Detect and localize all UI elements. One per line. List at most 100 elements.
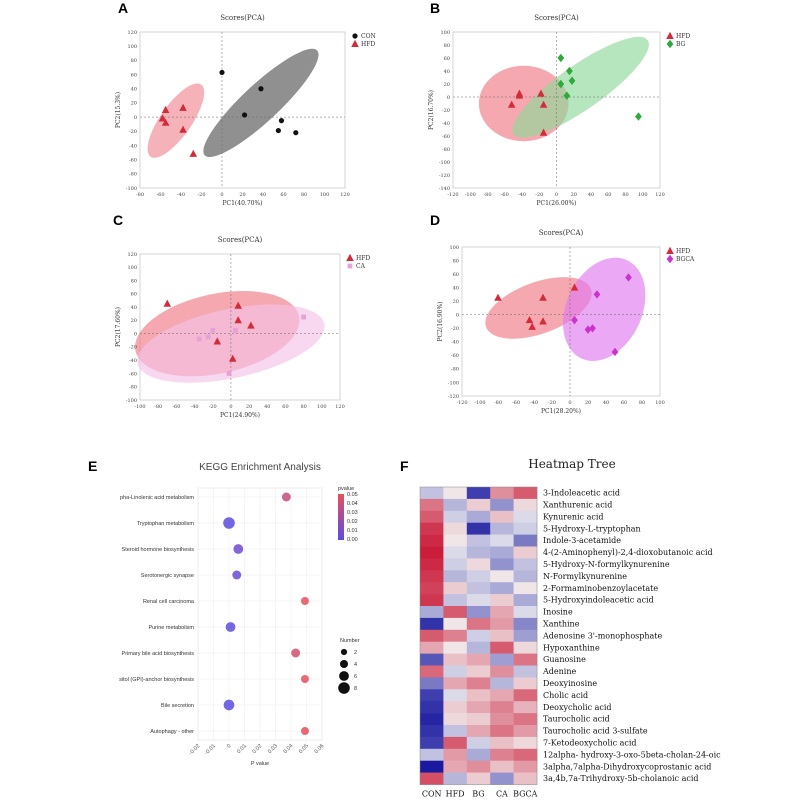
heatmap-cell-r22-c3	[490, 748, 514, 761]
heatmap-cell-r15-c0	[420, 665, 444, 678]
heatmap-cell-r20-c4	[513, 725, 538, 738]
kegg-dot-2	[233, 544, 244, 554]
pca-b-xtick: 100	[638, 192, 648, 198]
heatmap-cell-r11-c3	[490, 617, 514, 631]
kegg-label-8: Bile secretion	[161, 703, 194, 709]
heatmap-cell-r10-c0	[420, 606, 444, 619]
pca-d-xtick: -40	[530, 400, 538, 406]
pca-a-ytick: 60	[131, 72, 137, 78]
pca-d-point-bgca-2	[571, 315, 578, 325]
pca-b-xtick: -120	[447, 192, 458, 198]
pca-b-xtick: 60	[605, 192, 611, 198]
kegg-colorbar-tick-0: 0.05	[347, 492, 358, 498]
heatmap-cell-r18-c2	[466, 701, 491, 714]
heatmap-cell-r9-c0	[420, 594, 444, 607]
heatmap-cell-r21-c0	[420, 736, 444, 750]
pca-c-point-ca-5	[196, 336, 202, 342]
heatmap-cell-r24-c3	[490, 772, 514, 785]
pca-d-point-hfd-5	[570, 283, 579, 291]
heatmap-cell-r15-c1	[443, 665, 468, 678]
heatmap-cell-r11-c0	[420, 617, 444, 631]
heatmap-cell-r6-c3	[490, 558, 514, 571]
heatmap-cell-r22-c2	[466, 748, 491, 761]
heatmap-cell-r20-c2	[466, 725, 491, 738]
heatmap-cell-r13-c3	[490, 641, 514, 654]
pca-c-point-hfd-4	[213, 337, 222, 345]
pca-a-ytick: 40	[131, 87, 137, 93]
pca-b-point-bg-2	[557, 79, 565, 89]
kegg-xtick: 0.02	[252, 743, 264, 755]
heatmap-cell-r13-c0	[420, 641, 444, 654]
pca-b-ytick: -100	[439, 160, 450, 166]
pca-b-xlabel: PC1(26.00%)	[536, 200, 576, 207]
heatmap-cell-r0-c3	[490, 487, 514, 500]
pca-b-point-bg-4	[563, 91, 571, 100]
heatmap-cell-r0-c1	[443, 487, 468, 500]
pca-b-point-bg-5	[635, 112, 642, 121]
kegg-label-7: sitol (GPI)-anchor biosynthesis	[119, 677, 194, 683]
pca-d-xtick: 80	[639, 400, 645, 406]
pca-d-legend-marker-hfd	[666, 246, 674, 254]
pca-d-ytick: -120	[448, 394, 459, 400]
pca-d-ytick: 0	[456, 313, 459, 319]
heatmap-cell-r4-c3	[490, 534, 514, 547]
heatmap-row-label-18: Deoxycholic acid	[543, 703, 612, 712]
heatmap-cell-r3-c0	[420, 522, 444, 535]
pca-b-xtick: -80	[483, 192, 491, 198]
pca-d-xtick: 40	[603, 400, 609, 406]
heatmap-cell-r2-c0	[420, 510, 444, 523]
pca-d-ytick: -60	[451, 353, 459, 359]
pca-c-ytick: 100	[127, 265, 137, 271]
pca-a-xtick: 20	[239, 192, 245, 198]
pca-b-xtick: -40	[518, 192, 526, 198]
heatmap-row-label-22: 12alpha- hydroxy-3-oxo-5beta-cholan-24-o…	[543, 750, 721, 759]
pca-c-ytick: 0	[134, 331, 137, 337]
kegg-xtick: 0.01	[236, 743, 248, 755]
pca-b-legend-marker-bg	[666, 39, 674, 49]
pca-a-xtick: -80	[136, 192, 144, 198]
heatmap-row-label-1: Xanthurenic acid	[543, 500, 612, 509]
kegg-colorbar-tick-4: 0.01	[347, 528, 358, 534]
pca-a-legend-label-con: CON	[361, 33, 376, 40]
pca-d-xtick: 60	[621, 400, 627, 406]
pca-a-title: Scores(PCA)	[220, 14, 265, 22]
heatmap-cell-r0-c4	[513, 487, 538, 500]
heatmap-cell-r22-c1	[443, 748, 468, 761]
heatmap-cell-r18-c0	[420, 701, 444, 714]
kegg-dot-6	[291, 648, 301, 658]
heatmap-cell-r22-c0	[420, 748, 444, 761]
pca-c-ytick: -60	[129, 371, 137, 377]
heatmap-cell-r9-c1	[443, 594, 468, 607]
pca-d-xtick: -80	[494, 400, 502, 406]
pca-d-ytick: -100	[448, 380, 459, 386]
heatmap-cell-r5-c3	[490, 546, 514, 559]
heatmap-cell-r16-c2	[466, 677, 491, 690]
panel-label-b: B	[430, 0, 441, 16]
pca-a-xtick: 120	[340, 192, 350, 198]
panel-label-d: D	[430, 212, 441, 228]
kegg-label-6: Primary bile acid biosynthesis	[122, 651, 195, 657]
pca-a-legend-marker-con	[352, 33, 358, 39]
pca-d-xtick: 100	[655, 400, 665, 406]
heatmap-cell-r17-c3	[490, 689, 514, 702]
pca-c-point-ca-4	[233, 327, 238, 333]
heatmap-col-label-0: CON	[422, 790, 442, 799]
kegg-label-0: pha-Linolenic acid metabolism	[120, 495, 194, 501]
heatmap-cell-r17-c4	[513, 689, 538, 702]
heatmap-cell-r19-c3	[490, 713, 514, 726]
heatmap-cell-r0-c0	[420, 487, 444, 500]
pca-d-ytick: 20	[453, 299, 459, 305]
pca-d-point-bgca-4	[584, 325, 592, 334]
pca-b-title: Scores(PCA)	[534, 14, 579, 22]
heatmap-cell-r14-c0	[420, 653, 444, 666]
pca-a-xtick: -60	[156, 192, 164, 198]
heatmap-row-label-9: 5-Hydroxyindoleacetic acid	[543, 596, 654, 605]
pca-a-point-con-4	[275, 127, 281, 134]
kegg-colorbar-tick-5: 0.00	[347, 537, 358, 543]
pca-b-ytick: 80	[444, 43, 450, 49]
panel-label-e: E	[88, 458, 98, 474]
heatmap-cell-r6-c1	[443, 558, 468, 571]
heatmap-cell-r12-c3	[490, 629, 514, 642]
pca-d-point-bgca-1	[625, 273, 632, 282]
heatmap-row-label-10: Inosine	[543, 608, 573, 617]
